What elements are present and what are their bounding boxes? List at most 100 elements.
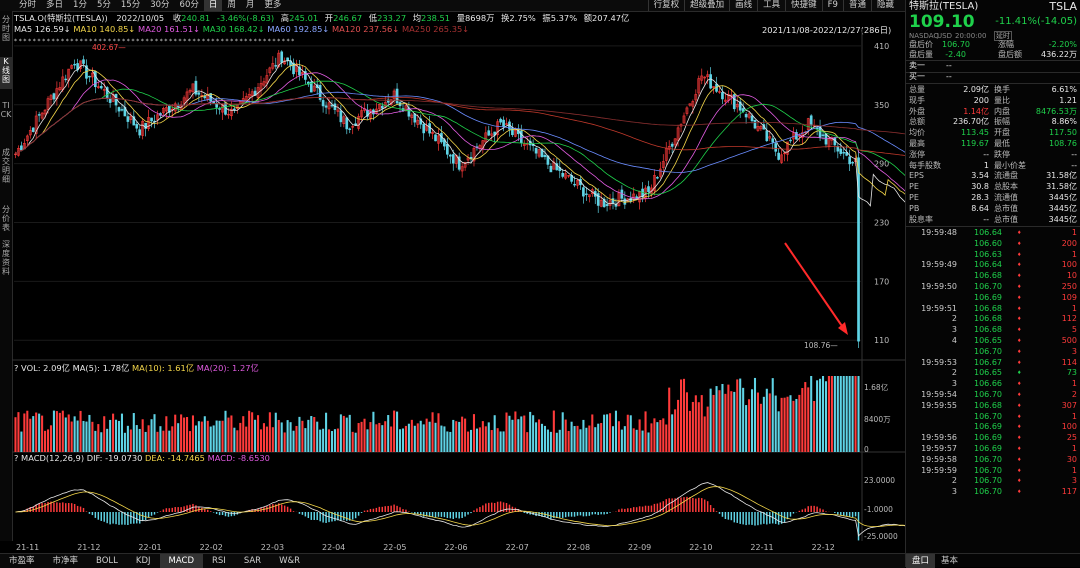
candle-body	[268, 67, 272, 74]
candle-body	[102, 89, 106, 91]
period-tab[interactable]: 多日	[46, 0, 64, 10]
event-marker: *	[94, 38, 97, 45]
period-tab[interactable]: 60分	[179, 0, 199, 10]
indicator-tab[interactable]: SAR	[243, 556, 262, 566]
price-change: -11.41%(-14.05)	[995, 16, 1077, 27]
candle-body	[824, 133, 828, 145]
candle-body	[348, 128, 352, 130]
tool-button[interactable]: 普通	[842, 0, 871, 11]
tool-button[interactable]: F9	[821, 0, 843, 11]
tick-row: 3 106.68 ♦ 5	[906, 325, 1080, 335]
period-tab[interactable]: 月	[245, 0, 255, 10]
candle-body	[295, 64, 298, 72]
quote-tab[interactable]: 盘口	[906, 554, 936, 568]
tool-button[interactable]: 超级叠加	[684, 0, 729, 11]
left-tab[interactable]: 深度资料	[2, 240, 10, 276]
period-tab[interactable]: 周	[227, 0, 236, 10]
volume-bar	[268, 412, 271, 452]
tick-price: 106.68	[974, 271, 1002, 281]
volume-bar	[254, 419, 257, 452]
period-tab[interactable]: 更多	[264, 0, 282, 10]
event-marker: *	[197, 38, 200, 45]
volume-bar	[245, 426, 248, 452]
tick-price: 106.69	[974, 433, 1002, 443]
volume-bar	[322, 428, 325, 452]
stat-value: --	[983, 214, 989, 224]
event-marker: *	[103, 38, 106, 45]
volume-bar	[671, 414, 674, 452]
period-tab[interactable]: 日	[203, 0, 223, 11]
tool-button[interactable]: 快捷键	[785, 0, 822, 11]
volume-bar	[41, 415, 44, 452]
tick-volume: 100	[1061, 422, 1077, 432]
event-marker: *	[273, 38, 276, 45]
volume-bar	[641, 430, 644, 452]
volume-bar	[407, 423, 410, 452]
kline-chart[interactable]: 410 350 290 230 170 110 1.68亿 8400万 0 23.0000 -1.0…	[12, 11, 905, 553]
period-tab[interactable]: 5分	[96, 0, 111, 10]
indicator-tab[interactable]: KDJ	[135, 556, 151, 566]
amp-value: 5.37%	[550, 13, 578, 23]
volume-bar	[257, 415, 260, 452]
period-tab[interactable]: 15分	[120, 0, 141, 10]
indicator-tab[interactable]: MACD	[159, 554, 203, 568]
stat-value2: 8.86%	[1051, 117, 1077, 127]
tick-time: 19:59:56	[921, 433, 957, 443]
left-tab[interactable]: 分时图	[2, 15, 10, 42]
candle-body	[543, 154, 547, 157]
candle-body	[73, 63, 76, 66]
indicator-tab[interactable]: 市净率	[52, 556, 79, 566]
quote-row-label: 盘后量	[909, 50, 933, 59]
tick-row: 106.69 ♦ 100	[906, 422, 1080, 432]
event-marker: *	[244, 38, 247, 45]
date-tick-label: 21-11	[16, 543, 39, 552]
volume-bar	[85, 421, 88, 452]
period-tab[interactable]: 1分	[73, 0, 87, 10]
tool-button[interactable]: 工具	[757, 0, 785, 11]
candle-body	[434, 134, 437, 142]
indicator-tab[interactable]: BOLL	[96, 556, 118, 566]
tick-time: 3	[951, 325, 957, 335]
candle-body	[667, 146, 671, 150]
stock-name: 特斯拉(TESLA)	[909, 1, 979, 12]
volume-bar	[186, 417, 189, 452]
volume-bar	[218, 420, 221, 452]
indicator-tab[interactable]: 市盈率	[9, 556, 35, 566]
ma5-legend: MA5 126.59↓	[14, 24, 71, 34]
candle-body	[789, 139, 792, 142]
tick-direction-icon: ♦	[1017, 446, 1022, 452]
volume-bar	[753, 377, 757, 452]
left-tab[interactable]: 分价表	[2, 205, 10, 232]
left-tab[interactable]: 成交明细	[2, 148, 10, 184]
ma60-line	[15, 91, 905, 173]
period-tab[interactable]: 30分	[150, 0, 170, 10]
price-tick-label: 350	[874, 101, 889, 110]
volume-bar	[842, 376, 845, 452]
tool-button[interactable]: 画线	[729, 0, 757, 11]
stat-label2: 最低	[994, 139, 1010, 148]
left-tab[interactable]: K线图	[0, 57, 12, 89]
period-tab[interactable]: 分时	[19, 0, 37, 10]
quote-tab[interactable]: 基本	[941, 556, 959, 566]
tool-button[interactable]: 行复权	[647, 0, 685, 11]
left-tab[interactable]: TICK	[0, 101, 12, 119]
date-tick-label: 22-04	[322, 543, 345, 552]
indicator-tab[interactable]: W&R	[279, 556, 301, 566]
stat-label: PE	[909, 182, 919, 192]
event-marker: *	[235, 38, 238, 45]
candle-body	[617, 192, 621, 207]
tool-button[interactable]: 隐藏	[870, 0, 899, 11]
tick-time: 2	[951, 476, 957, 486]
stat-value2: 31.58亿	[1046, 182, 1077, 192]
tick-price: 106.65	[974, 336, 1002, 345]
event-marker: *	[188, 38, 191, 45]
candle-body	[596, 193, 600, 206]
stat-value2: 31.58亿	[1046, 171, 1077, 181]
volume-bar	[798, 394, 801, 452]
volume-bar	[659, 420, 662, 452]
quote-row-label: 盘后价	[909, 40, 933, 49]
indicator-tab[interactable]: RSI	[212, 556, 226, 566]
event-marker: *	[66, 38, 69, 45]
tick-volume: 250	[1061, 282, 1077, 291]
tick-direction-icon: ♦	[1017, 273, 1022, 280]
